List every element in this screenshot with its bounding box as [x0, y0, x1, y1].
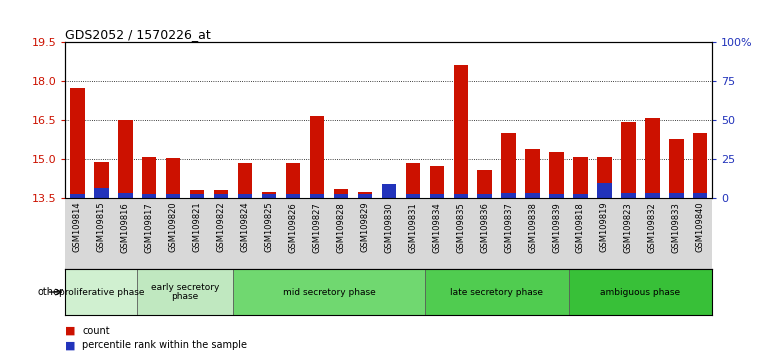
Text: GSM109831: GSM109831	[408, 202, 417, 252]
Text: GSM109829: GSM109829	[360, 202, 370, 252]
Bar	[286, 194, 300, 198]
Bar	[262, 192, 276, 198]
Text: GSM109827: GSM109827	[313, 202, 322, 252]
Bar	[621, 122, 635, 198]
Bar	[358, 192, 372, 198]
Bar	[693, 193, 708, 198]
Bar	[568, 269, 712, 315]
Bar	[501, 193, 516, 198]
Bar	[137, 269, 233, 315]
Text: GSM109818: GSM109818	[576, 202, 585, 252]
Text: mid secretory phase: mid secretory phase	[283, 287, 375, 297]
Bar	[166, 194, 180, 198]
Bar	[598, 183, 611, 198]
Bar	[238, 163, 253, 198]
Bar	[310, 194, 324, 198]
Bar	[501, 133, 516, 198]
Bar	[70, 88, 85, 198]
Bar	[214, 194, 229, 198]
Bar	[333, 189, 348, 198]
Bar	[621, 193, 635, 198]
Bar	[262, 194, 276, 198]
Text: percentile rank within the sample: percentile rank within the sample	[82, 340, 247, 350]
Text: proliferative phase: proliferative phase	[59, 287, 144, 297]
Text: other: other	[37, 287, 63, 297]
Bar	[94, 188, 109, 198]
Bar	[525, 149, 540, 198]
Bar	[286, 163, 300, 198]
Text: GSM109814: GSM109814	[73, 202, 82, 252]
Bar	[598, 157, 611, 198]
Text: GSM109817: GSM109817	[145, 202, 154, 252]
Text: GSM109824: GSM109824	[240, 202, 249, 252]
Text: GSM109834: GSM109834	[432, 202, 441, 252]
Text: GSM109837: GSM109837	[504, 202, 513, 253]
Text: GSM109822: GSM109822	[216, 202, 226, 252]
Bar	[574, 194, 588, 198]
Bar	[477, 194, 492, 198]
Text: GSM109836: GSM109836	[480, 202, 489, 253]
Text: count: count	[82, 326, 110, 336]
Bar	[190, 190, 204, 198]
Bar	[406, 194, 420, 198]
Bar	[430, 194, 444, 198]
Text: GSM109826: GSM109826	[289, 202, 297, 252]
Bar	[214, 190, 229, 198]
Text: GSM109821: GSM109821	[192, 202, 202, 252]
Bar	[693, 133, 708, 198]
Bar	[382, 184, 396, 198]
Text: GSM109832: GSM109832	[648, 202, 657, 252]
Bar	[310, 116, 324, 198]
Bar	[425, 269, 568, 315]
Bar	[454, 194, 468, 198]
Text: GSM109840: GSM109840	[696, 202, 705, 252]
Text: late secretory phase: late secretory phase	[450, 287, 543, 297]
Bar	[477, 170, 492, 198]
Bar	[142, 157, 156, 198]
Text: ■: ■	[65, 340, 76, 350]
Bar	[238, 194, 253, 198]
Bar	[406, 163, 420, 198]
Bar	[645, 118, 660, 198]
Text: GSM109839: GSM109839	[552, 202, 561, 252]
Bar	[142, 194, 156, 198]
Bar	[549, 152, 564, 198]
Bar	[669, 138, 684, 198]
Bar	[65, 269, 137, 315]
Text: ambiguous phase: ambiguous phase	[601, 287, 681, 297]
Text: GSM109820: GSM109820	[169, 202, 178, 252]
Bar	[549, 194, 564, 198]
Text: GSM109828: GSM109828	[336, 202, 346, 252]
Bar	[233, 269, 425, 315]
Bar	[454, 64, 468, 198]
Text: ■: ■	[65, 326, 76, 336]
Bar	[430, 166, 444, 198]
Bar	[94, 162, 109, 198]
Bar	[645, 193, 660, 198]
Text: GSM109825: GSM109825	[265, 202, 273, 252]
Bar	[118, 120, 132, 198]
Bar	[574, 157, 588, 198]
Bar	[118, 193, 132, 198]
Bar	[70, 194, 85, 198]
Text: GSM109835: GSM109835	[456, 202, 465, 252]
Bar	[382, 189, 396, 198]
Bar	[333, 194, 348, 198]
Bar	[669, 193, 684, 198]
Bar	[358, 194, 372, 198]
Text: GSM109833: GSM109833	[671, 202, 681, 253]
Bar	[190, 194, 204, 198]
Text: early secretory
phase: early secretory phase	[151, 283, 219, 301]
Text: GSM109838: GSM109838	[528, 202, 537, 253]
Text: GDS2052 / 1570226_at: GDS2052 / 1570226_at	[65, 28, 211, 41]
Text: GSM109815: GSM109815	[97, 202, 106, 252]
Text: GSM109830: GSM109830	[384, 202, 393, 252]
Text: GSM109819: GSM109819	[600, 202, 609, 252]
Bar	[166, 158, 180, 198]
Text: GSM109823: GSM109823	[624, 202, 633, 252]
Bar	[525, 193, 540, 198]
Text: GSM109816: GSM109816	[121, 202, 130, 252]
